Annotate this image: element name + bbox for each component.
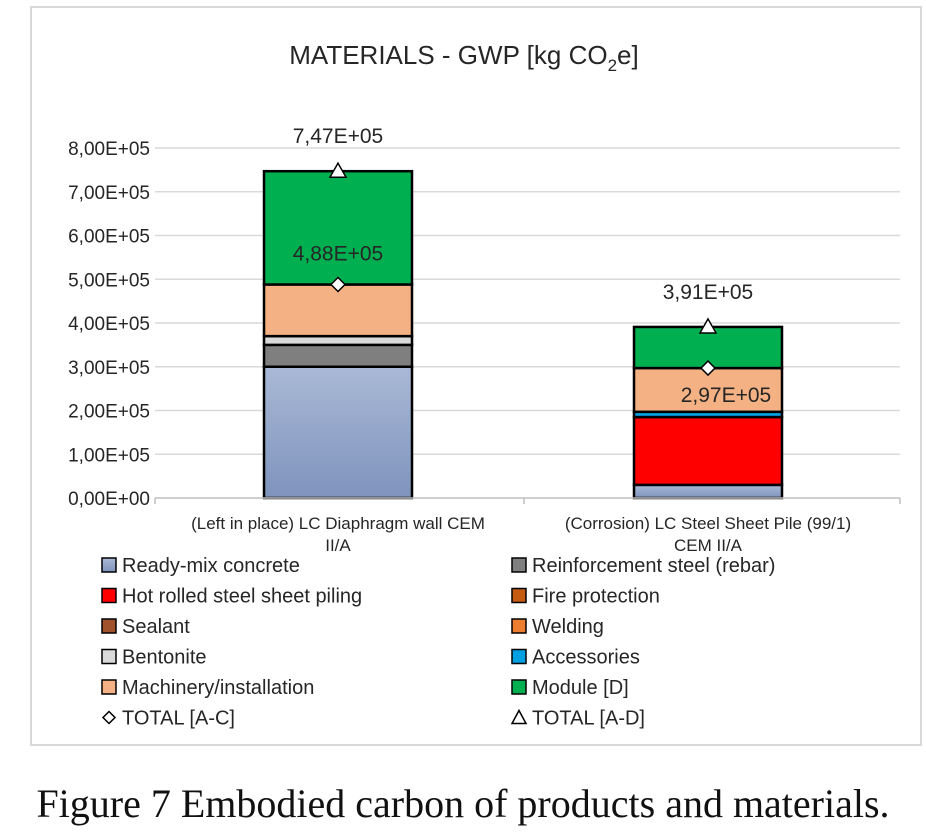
y-tick-label: 1,00E+05 bbox=[68, 445, 150, 466]
chart-title-tail: e] bbox=[617, 40, 639, 70]
legend-label-fire-protection: Fire protection bbox=[532, 586, 660, 608]
legend-label-sealant: Sealant bbox=[122, 616, 190, 638]
legend-swatch-machinery-installation bbox=[101, 679, 117, 695]
legend-swatch-module-d bbox=[511, 679, 527, 695]
y-tick-label: 5,00E+05 bbox=[68, 270, 150, 291]
legend-label-welding: Welding bbox=[532, 616, 604, 638]
y-tick-label: 2,00E+05 bbox=[68, 402, 150, 423]
legend-label-total-a-c: TOTAL [A-C] bbox=[122, 708, 235, 730]
data-label-total-a-d-1: 3,91E+05 bbox=[663, 281, 754, 304]
legend-label-hot-rolled-steel-sheet-piling: Hot rolled steel sheet piling bbox=[122, 586, 362, 608]
legend-swatch-accessories bbox=[511, 648, 527, 665]
legend-swatch-hot-rolled-steel-sheet-piling bbox=[101, 587, 117, 604]
bar-segment-ready-mix-concrete-0 bbox=[262, 365, 414, 500]
chart-canvas: MATERIALS - GWP [kg CO2e] 0,00E+00 1,00E+… bbox=[68, 40, 901, 730]
legend-label-machinery-installation: Machinery/installation bbox=[122, 677, 314, 699]
bar-segment-ready-mix-concrete-1 bbox=[632, 483, 784, 500]
legend-marker-total-a-d bbox=[510, 708, 528, 725]
legend-label-bentonite: Bentonite bbox=[122, 647, 207, 669]
legend-label-module-d: Module [D] bbox=[532, 677, 629, 699]
y-tick-label: 0,00E+00 bbox=[68, 489, 150, 510]
chart-title-subscript: 2 bbox=[608, 56, 617, 75]
legend-label-total-a-d: TOTAL [A-D] bbox=[532, 708, 645, 730]
chart-title-main: MATERIALS - GWP [kg CO bbox=[289, 40, 607, 70]
x-axis-category-labels: (Left in place) LC Diaphragm wall CEM II/… bbox=[191, 514, 851, 555]
x-category-label-line1: (Left in place) LC Diaphragm wall CEM bbox=[191, 514, 485, 533]
y-tick-label: 7,00E+05 bbox=[68, 183, 150, 204]
figure-caption: Figure 7 Embodied carbon of products and… bbox=[36, 781, 890, 826]
legend-label-accessories: Accessories bbox=[532, 647, 640, 669]
legend-swatch-reinforcement-steel-rebar bbox=[511, 557, 527, 573]
total-markers: 4,88E+05 2,97E+05 7,47E+05 3,91E+05 bbox=[293, 125, 772, 407]
bar-segment-bentonite-0 bbox=[262, 334, 414, 347]
bar-segment-reinforcement-steel-rebar-0 bbox=[262, 343, 414, 368]
chart-frame: MATERIALS - GWP [kg CO2e] 0,00E+00 1,00E+… bbox=[30, 6, 922, 746]
x-category-label-line2: CEM II/A bbox=[674, 536, 743, 555]
y-tick-label: 4,00E+05 bbox=[68, 314, 150, 335]
legend-label-ready-mix-concrete: Ready-mix concrete bbox=[122, 555, 300, 577]
bar-segment-machinery-installation-1 bbox=[632, 366, 784, 414]
legend: Ready-mix concrete Reinforcement steel (r… bbox=[101, 555, 775, 730]
data-label-total-a-c-1: 2,97E+05 bbox=[681, 384, 772, 407]
legend-swatch-ready-mix-concrete bbox=[101, 557, 117, 573]
legend-swatch-sealant bbox=[101, 618, 117, 634]
legend-label-reinforcement-steel-rebar: Reinforcement steel (rebar) bbox=[532, 555, 775, 577]
data-label-total-a-d-0: 7,47E+05 bbox=[293, 125, 384, 148]
marker-total-a-c-0 bbox=[329, 276, 347, 293]
y-tick-label: 3,00E+05 bbox=[68, 358, 150, 379]
bar-segment-machinery-installation-0 bbox=[262, 283, 414, 338]
legend-swatch-fire-protection bbox=[511, 587, 527, 604]
stacked-bars bbox=[262, 169, 784, 500]
x-category-label-line1: (Corrosion) LC Steel Sheet Pile (99/1) bbox=[565, 514, 851, 533]
marker-total-a-d-0 bbox=[328, 161, 348, 178]
y-axis-tick-labels: 0,00E+00 1,00E+05 2,00E+05 3,00E+05 4,00E+05… bbox=[68, 139, 150, 510]
bar-segment-module-d-0 bbox=[262, 169, 414, 286]
x-axis bbox=[154, 497, 901, 504]
bar-segment-hot-rolled-steel-sheet-piling-1 bbox=[632, 415, 784, 487]
marker-total-a-c-1 bbox=[699, 360, 717, 377]
legend-swatch-welding bbox=[511, 618, 527, 634]
y-tick-label: 6,00E+05 bbox=[68, 227, 150, 248]
chart-title: MATERIALS - GWP [kg CO2e] bbox=[289, 40, 638, 75]
legend-marker-total-a-c bbox=[101, 710, 117, 725]
legend-swatch-bentonite bbox=[101, 648, 117, 665]
x-category-label-line2: II/A bbox=[325, 536, 351, 555]
y-tick-label: 8,00E+05 bbox=[68, 139, 150, 160]
marker-total-a-d-1 bbox=[698, 317, 718, 334]
data-label-total-a-c-0: 4,88E+05 bbox=[293, 243, 384, 266]
